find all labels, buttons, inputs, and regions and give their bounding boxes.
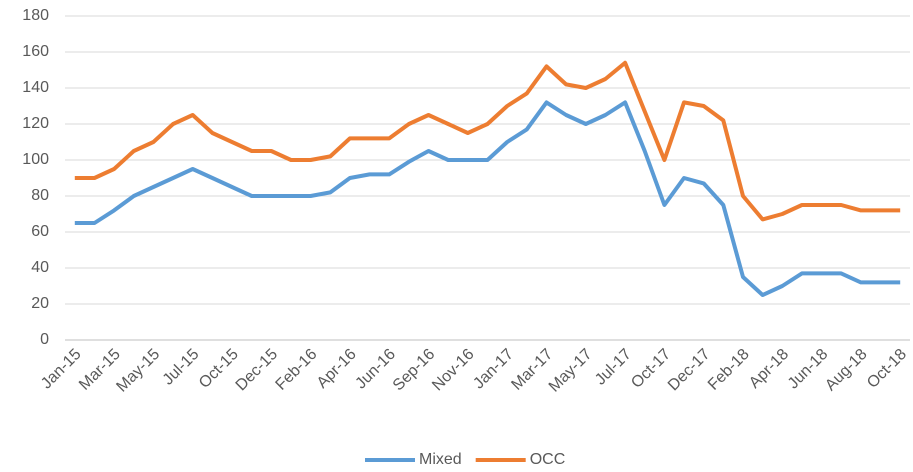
x-tick-label: Nov-16 — [429, 346, 478, 395]
x-tick-label: Apr-16 — [314, 346, 360, 392]
series-line — [74, 100, 901, 297]
x-tick-label: Jan-17 — [470, 346, 517, 393]
x-tick-label: Jul-17 — [592, 346, 635, 389]
y-tick-label: 0 — [40, 331, 49, 348]
y-tick-label: 20 — [31, 295, 49, 312]
x-tick-label: Dec-17 — [665, 346, 714, 395]
y-tick-label: 40 — [31, 259, 49, 276]
x-tick-label: May-15 — [113, 346, 163, 396]
y-tick-label: 160 — [22, 43, 49, 60]
x-tick-label: Aug-18 — [822, 346, 871, 395]
x-tick-label: Sep-16 — [390, 346, 439, 395]
y-tick-label: 140 — [22, 79, 49, 96]
y-tick-label: 60 — [31, 223, 49, 240]
x-tick-label: Apr-18 — [746, 346, 792, 392]
y-tick-label: 80 — [31, 187, 49, 204]
x-tick-label: Jul-15 — [160, 346, 203, 389]
legend-label: OCC — [530, 451, 566, 468]
x-tick-label: Feb-18 — [705, 346, 753, 394]
x-tick-label: May-17 — [546, 346, 596, 396]
series-line — [74, 60, 901, 222]
x-tick-label: Dec-15 — [233, 346, 282, 395]
legend-label: Mixed — [419, 451, 462, 468]
y-tick-label: 100 — [22, 151, 49, 168]
x-tick-label: Feb-16 — [273, 346, 321, 394]
x-tick-label: Oct-18 — [864, 346, 910, 392]
y-tick-label: 180 — [22, 7, 49, 24]
x-tick-label: Jan-15 — [38, 346, 85, 393]
y-tick-label: 120 — [22, 115, 49, 132]
